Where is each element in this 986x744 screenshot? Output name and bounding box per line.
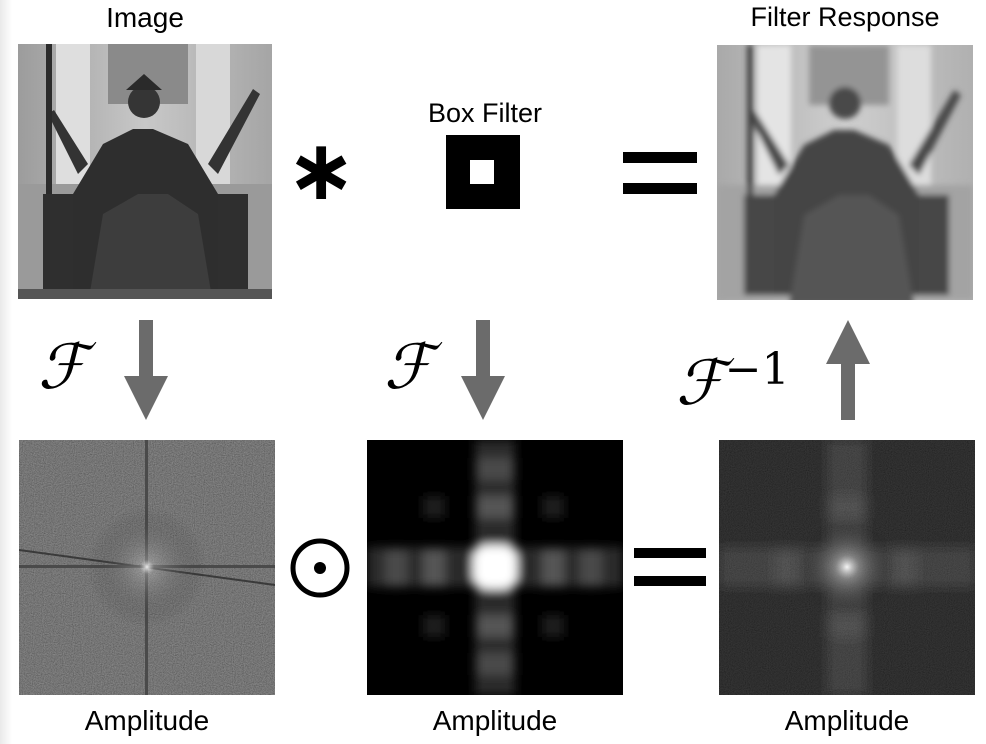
- fourier-transform-left: ℱ: [38, 330, 87, 403]
- filter-response-image: [717, 45, 973, 300]
- image-label: Image: [106, 2, 184, 33]
- image-amplitude-spectrum: [19, 440, 275, 695]
- equals-bottom-bar-upper: [634, 548, 706, 558]
- equals-top-bar-lower: [623, 183, 697, 194]
- box-filter-label: Box Filter: [427, 98, 543, 128]
- response-amplitude-spectrum: [719, 440, 975, 695]
- up-arrow-right-icon: [826, 320, 870, 420]
- amplitude-label-left: Amplitude: [84, 705, 210, 736]
- inverse-fourier-symbol: ℱ: [676, 346, 725, 419]
- box-filter-center: [470, 160, 494, 184]
- filter-amplitude-spectrum: [367, 440, 623, 695]
- filter-response-label: Filter Response: [750, 2, 940, 32]
- down-arrow-middle-icon: [461, 320, 505, 420]
- statue-image: [18, 44, 272, 299]
- equals-bottom-operator: [634, 548, 706, 588]
- inverse-exponent: −1: [724, 344, 790, 395]
- convolution-operator: ∗: [286, 121, 357, 219]
- amplitude-label-right: Amplitude: [784, 705, 910, 736]
- equals-top-operator: [623, 152, 697, 196]
- equals-top-bar-upper: [623, 152, 697, 163]
- equals-bottom-bar-lower: [634, 576, 706, 586]
- box-filter-kernel: [446, 135, 520, 209]
- down-arrow-left-icon: [124, 320, 168, 420]
- amplitude-label-middle: Amplitude: [432, 705, 558, 736]
- fourier-transform-middle: ℱ: [384, 330, 433, 403]
- elementwise-product-operator: [288, 536, 352, 600]
- inverse-fourier-transform: ℱ−1: [676, 348, 790, 414]
